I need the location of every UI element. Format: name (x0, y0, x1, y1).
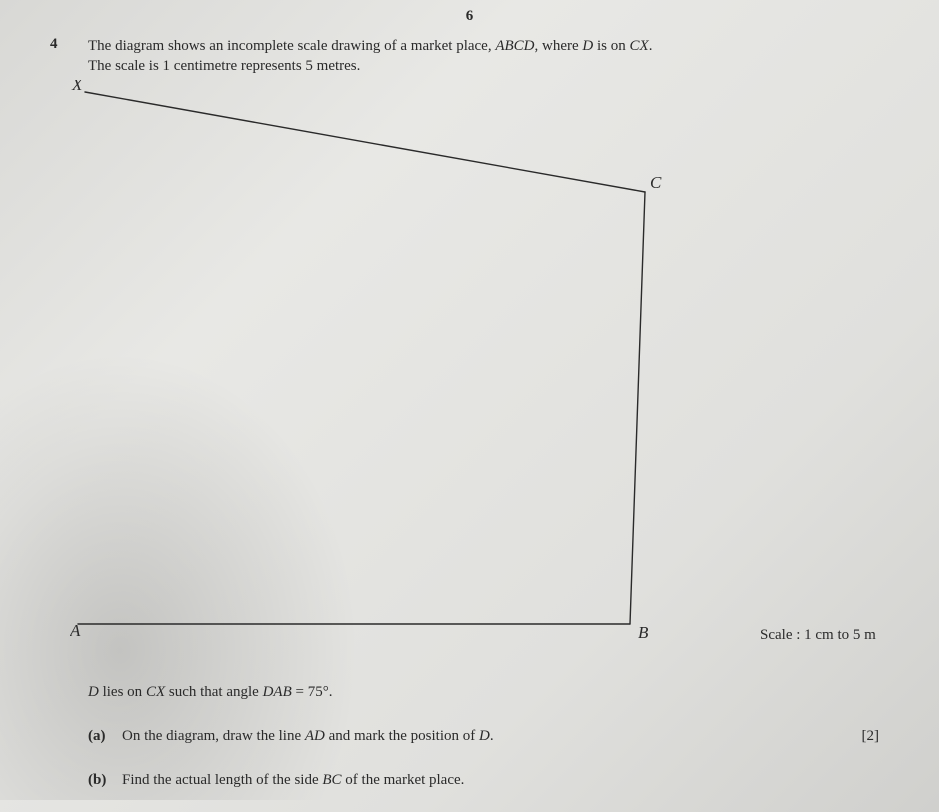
svg-text:X: X (71, 80, 83, 94)
part-b-row: (b) Find the actual length of the side B… (88, 768, 879, 792)
d-lies-cx: CX (146, 684, 165, 700)
part-b-pre: Find the actual length of the side (122, 772, 322, 788)
part-a-row: (a) On the diagram, draw the line AD and… (88, 724, 879, 748)
below-diagram: D lies on CX such that angle DAB = 75°. … (88, 680, 879, 792)
part-a-text: On the diagram, draw the line AD and mar… (122, 724, 842, 748)
question-text: The diagram shows an incomplete scale dr… (88, 36, 879, 77)
question-cx-ref: CX (630, 38, 649, 54)
d-lies-line: D lies on CX such that angle DAB = 75°. (88, 680, 879, 704)
d-lies-dab: DAB (263, 684, 292, 700)
svg-text:A: A (70, 621, 81, 640)
d-lies-eq: = 75°. (292, 684, 333, 700)
part-a-d: D (479, 728, 490, 744)
question-abcd: ABCD (495, 38, 534, 54)
part-a-marks: [2] (862, 724, 880, 748)
d-lies-d: D (88, 684, 99, 700)
d-lies-mid2: such that angle (165, 684, 262, 700)
scale-label: Scale : 1 cm to 5 m (760, 627, 876, 644)
question-number: 4 (50, 36, 58, 53)
question-line1-end: . (649, 38, 653, 54)
question-line1-mid2: is on (593, 38, 629, 54)
part-b-bc: BC (322, 772, 341, 788)
part-a-mid: and mark the position of (325, 728, 479, 744)
d-lies-mid1: lies on (99, 684, 146, 700)
svg-text:C: C (650, 173, 662, 192)
svg-text:B: B (638, 623, 649, 640)
question-d-ref: D (582, 38, 593, 54)
question-line1-pre: The diagram shows an incomplete scale dr… (88, 38, 495, 54)
diagram-svg: X C B A (70, 80, 690, 640)
question-line2: The scale is 1 centimetre represents 5 m… (88, 58, 360, 74)
part-a-label: (a) (88, 724, 122, 748)
part-b-label: (b) (88, 768, 122, 792)
part-a-pre: On the diagram, draw the line (122, 728, 305, 744)
page-number: 6 (466, 8, 474, 25)
part-a-end: . (490, 728, 494, 744)
part-b-end: of the market place. (342, 772, 465, 788)
part-a-ad: AD (305, 728, 325, 744)
diagram: X C B A (70, 80, 690, 640)
question-line1-mid: , where (535, 38, 583, 54)
part-b-text: Find the actual length of the side BC of… (122, 768, 879, 792)
